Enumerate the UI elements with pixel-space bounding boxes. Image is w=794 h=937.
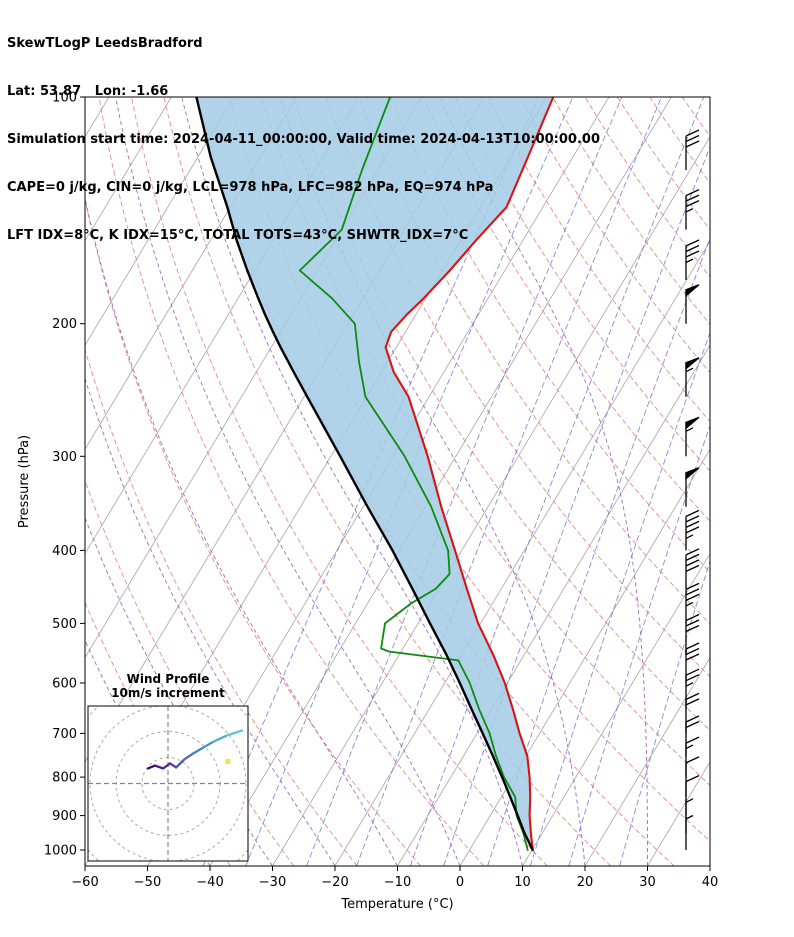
axes: −60 −50 −40 −30 −20 −10 0 10 20 30 40 100 200 300 400 5…	[17, 91, 718, 913]
x-axis-label: Temperature (°C)	[340, 897, 453, 912]
wind-barb	[685, 548, 700, 589]
header-times: Simulation start time: 2024-04-11_00:00:…	[7, 132, 600, 147]
x-tick-label: 0	[456, 875, 464, 890]
header-latlon: Lat: 53.87 Lon: -1.66	[7, 84, 169, 99]
hodograph-subtitle: 10m/s increment	[111, 686, 225, 700]
y-tick-label: 200	[52, 317, 77, 332]
wind-barb	[685, 357, 700, 397]
x-tick-label: −30	[259, 875, 286, 890]
y-tick-label: 1000	[44, 844, 77, 859]
x-tick-label: −50	[134, 875, 161, 890]
wind-barb	[685, 284, 700, 324]
hodograph-trace-segment	[146, 764, 157, 770]
wind-barb	[685, 239, 700, 280]
x-tick-label: −60	[71, 875, 98, 890]
cin-shaded-area	[196, 97, 554, 850]
dewpoint-curve	[298, 97, 529, 851]
hodograph-trace-segment	[153, 764, 165, 770]
sounding-curves	[195, 97, 555, 852]
hodograph-title: Wind Profile	[127, 672, 210, 686]
x-tick-label: 20	[577, 875, 594, 890]
hodograph-trace-segment	[201, 740, 216, 749]
wind-barbs	[685, 129, 700, 850]
wind-barb	[685, 129, 700, 170]
hodograph-ring	[89, 706, 247, 861]
y-tick-label: 500	[52, 617, 77, 632]
wind-barb	[685, 509, 700, 551]
y-tick-label: 400	[52, 544, 77, 559]
x-tick-label: −40	[196, 875, 223, 890]
x-tick-label: −20	[321, 875, 348, 890]
hodograph-trace-segment	[161, 762, 172, 770]
hodograph-trace-segment	[182, 752, 195, 761]
wind-barb	[685, 189, 700, 230]
y-tick-label: 300	[52, 450, 77, 465]
chart-header: SkewTLogP LeedsBradford Lat: 53.87 Lon: …	[7, 4, 600, 276]
header-cape-indices: CAPE=0 j/kg, CIN=0 j/kg, LCL=978 hPa, LF…	[7, 180, 494, 195]
y-axis-label: Pressure (hPa)	[17, 435, 32, 528]
wind-barb	[685, 467, 700, 507]
y-tick-label: 900	[52, 809, 77, 824]
x-tick-label: −10	[384, 875, 411, 890]
hodograph-trace-segment	[212, 734, 229, 743]
hodograph-trace-segment	[225, 729, 244, 737]
parcel-curve	[195, 97, 534, 852]
hodograph-trace-segment	[168, 762, 178, 769]
y-tick-label: 100	[52, 91, 77, 106]
y-tick-label: 700	[52, 727, 77, 742]
hodograph-marker	[225, 758, 231, 764]
hodograph-grid	[88, 706, 248, 861]
wind-barb	[685, 416, 700, 457]
y-tick-label: 800	[52, 771, 77, 786]
hodograph-border	[87, 705, 249, 862]
hodograph-trace-segment	[174, 758, 186, 769]
header-stability-indices: LFT IDX=8°C, K IDX=15°C, TOTAL TOTS=43°C…	[7, 228, 469, 243]
wind-barb	[685, 814, 694, 850]
x-tick-label: 40	[702, 875, 719, 890]
hodograph-trace-segment	[191, 746, 205, 755]
x-tick-label: 10	[514, 875, 531, 890]
x-tick-label: 30	[639, 875, 656, 890]
y-tick-label: 600	[52, 677, 77, 692]
header-title: SkewTLogP LeedsBradford	[7, 36, 203, 51]
temperature-curve	[384, 97, 555, 852]
wind-barb	[685, 582, 700, 624]
